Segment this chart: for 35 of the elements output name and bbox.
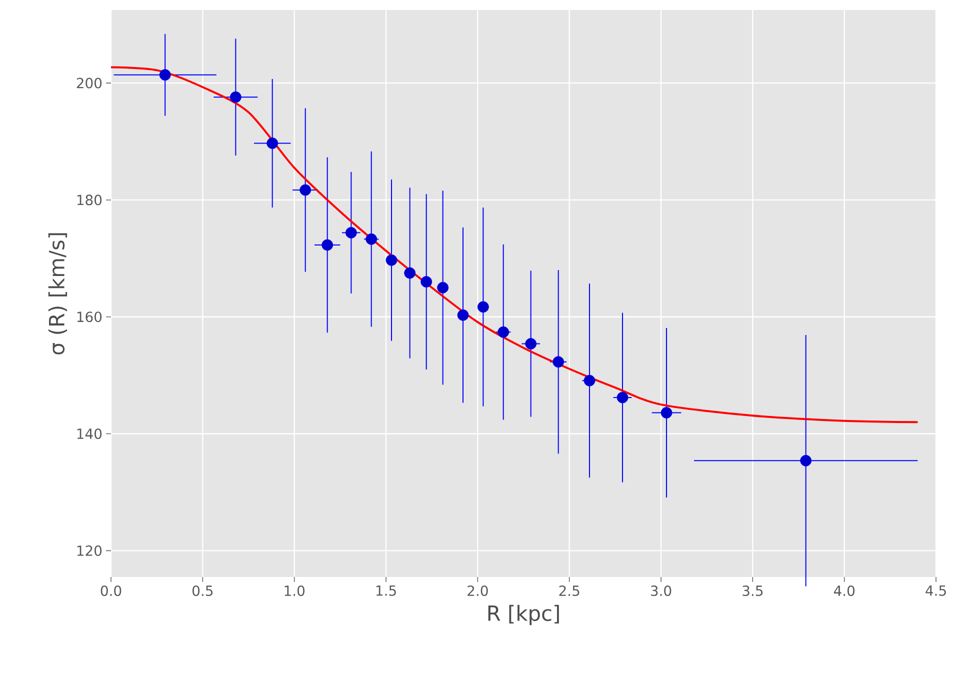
point xyxy=(322,239,334,251)
x-tick-label: 0.0 xyxy=(100,585,122,596)
point xyxy=(300,184,312,196)
y-tick-label: 140 xyxy=(77,428,102,440)
point xyxy=(266,138,278,149)
point xyxy=(420,276,432,288)
point xyxy=(457,309,469,321)
y-tick-label: 160 xyxy=(77,312,102,322)
y-tick-label: 120 xyxy=(77,545,102,556)
x-tick-label: 3.0 xyxy=(650,585,672,596)
point xyxy=(552,356,564,368)
line-series xyxy=(110,66,919,424)
x-axis-title: R [kpc] xyxy=(488,604,559,626)
point xyxy=(660,407,672,418)
y-axis-title: σ (R) [km/s] xyxy=(48,233,68,354)
point xyxy=(386,254,398,266)
x-tick-label: 4.5 xyxy=(926,586,946,596)
point xyxy=(404,267,416,279)
x-tick-label: 1.0 xyxy=(284,585,305,596)
point xyxy=(800,454,812,466)
x-tick-label: 4.0 xyxy=(834,585,855,596)
y-tick-label: 180 xyxy=(77,194,102,206)
x-tick-label: 3.5 xyxy=(742,585,763,596)
y-tick-label: 200 xyxy=(76,78,102,88)
x-tick-label: 2.5 xyxy=(559,585,580,596)
point xyxy=(230,91,242,103)
point xyxy=(159,69,171,81)
point xyxy=(345,226,357,238)
x-tick-label: 2.0 xyxy=(468,585,488,596)
x-tick-label: 0.5 xyxy=(192,585,213,596)
x-tick-label: 1.5 xyxy=(376,586,396,596)
point xyxy=(525,338,537,350)
point xyxy=(437,282,449,294)
point xyxy=(477,301,489,313)
point xyxy=(616,392,628,404)
